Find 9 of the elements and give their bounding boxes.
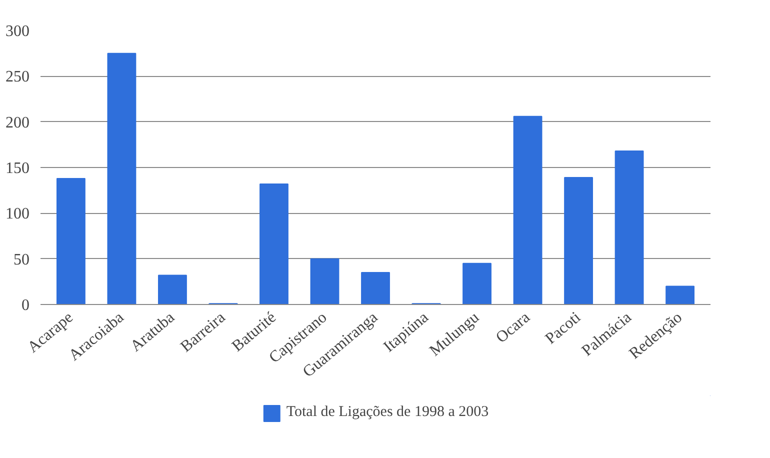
y-tick-label: 150 <box>6 160 30 177</box>
legend-label: Total de Ligações de 1998 a 2003 <box>286 404 489 421</box>
y-tick-label: 200 <box>6 114 30 132</box>
y-tick-label: 100 <box>6 206 30 223</box>
y-tick-label: 300 <box>6 23 30 40</box>
y-tick-label: 250 <box>6 68 30 86</box>
x-tick-label: Ocara <box>493 308 534 347</box>
y-tick-label: 0 <box>22 297 30 314</box>
y-tick-label: 50 <box>14 251 30 268</box>
